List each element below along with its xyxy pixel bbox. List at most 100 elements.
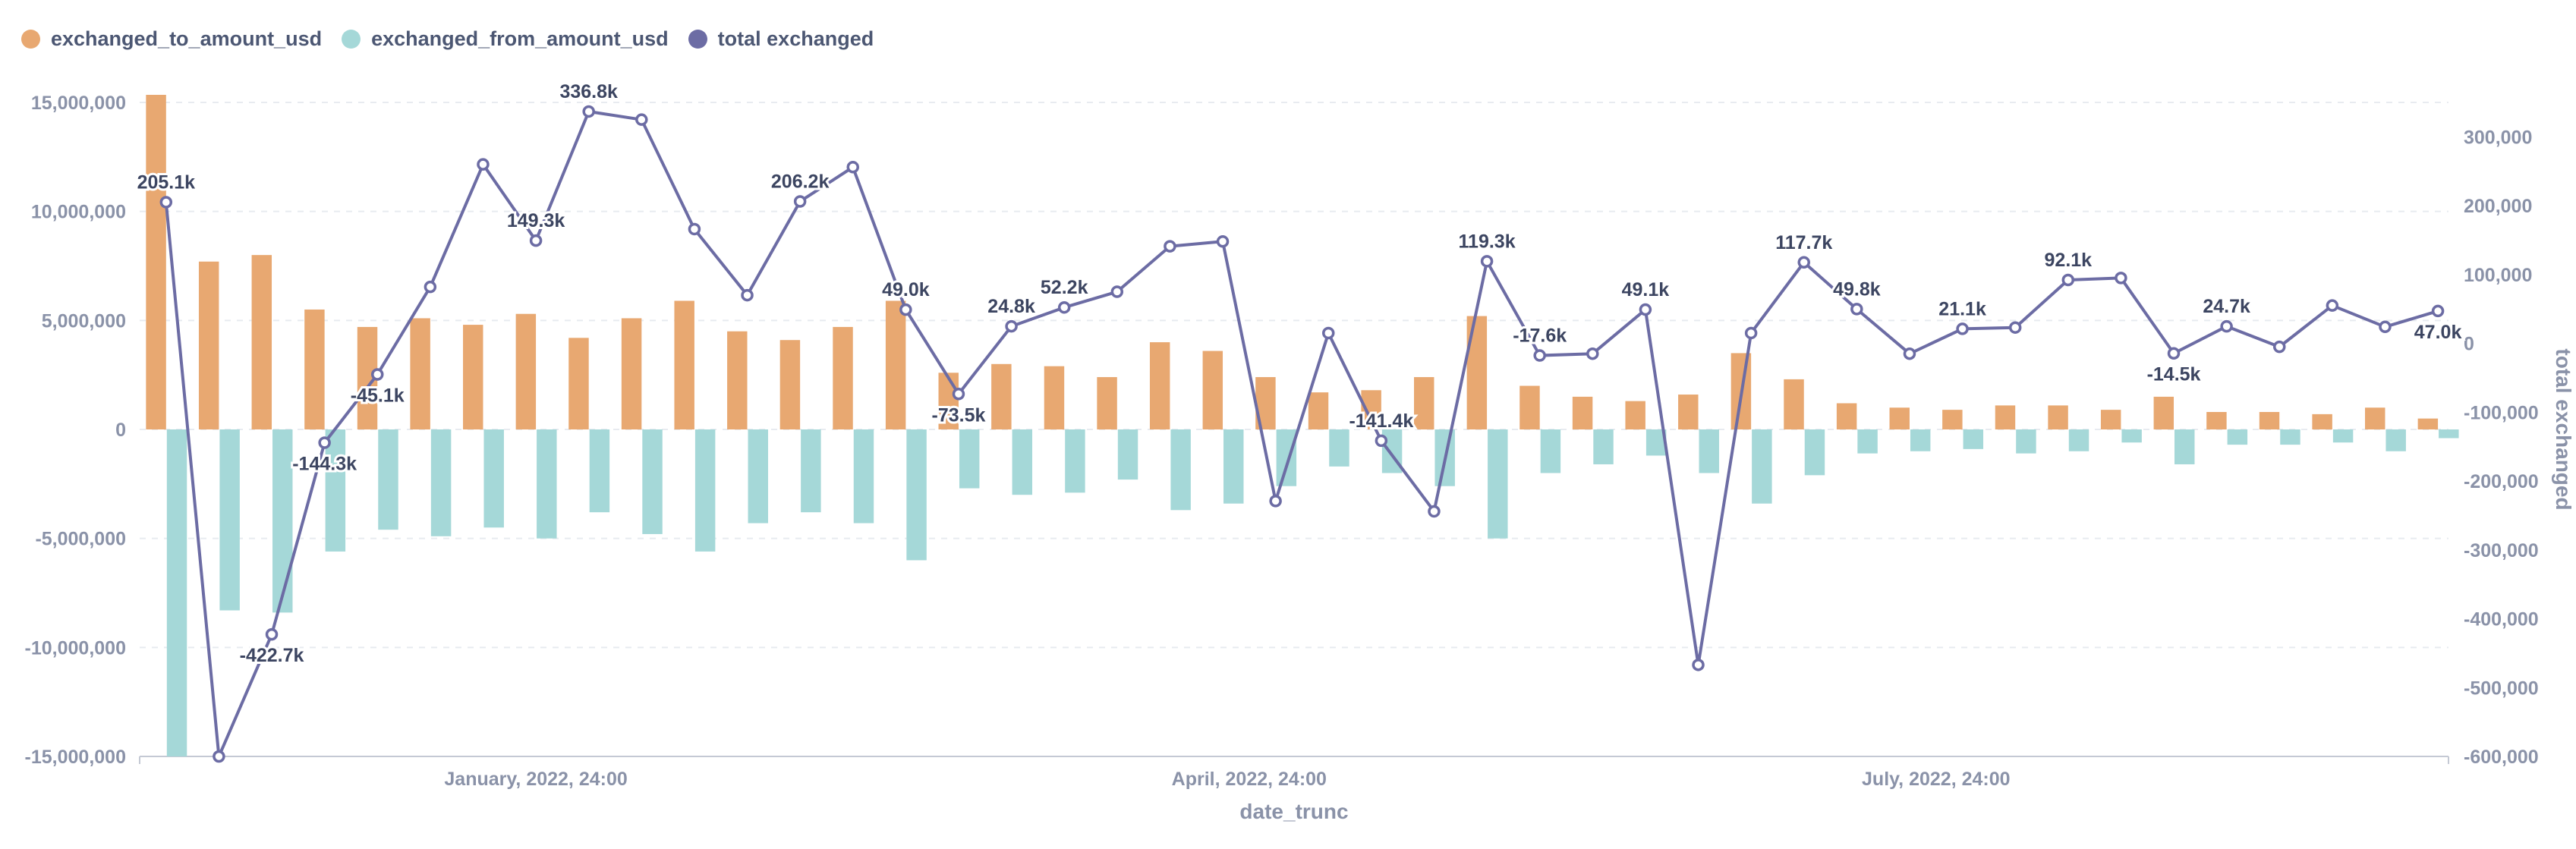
line-point-total-exchanged[interactable] (159, 196, 173, 209)
bar-exchanged-to-amount[interactable] (2153, 396, 2174, 429)
bar-exchanged-to-amount[interactable] (1044, 366, 1065, 429)
bar-exchanged-to-amount[interactable] (833, 326, 853, 429)
bar-exchanged-from-amount[interactable] (1593, 429, 1614, 464)
bar-exchanged-from-amount[interactable] (2227, 429, 2248, 445)
bar-exchanged-from-amount[interactable] (2016, 429, 2036, 454)
bar-exchanged-to-amount[interactable] (1097, 377, 1117, 429)
bar-exchanged-from-amount[interactable] (1857, 429, 1878, 454)
bar-exchanged-from-amount[interactable] (1170, 429, 1191, 511)
line-point-total-exchanged[interactable] (2272, 340, 2286, 354)
bar-exchanged-to-amount[interactable] (1625, 401, 1645, 429)
bar-exchanged-from-amount[interactable] (906, 429, 927, 561)
bar-exchanged-to-amount[interactable] (1836, 403, 1857, 429)
bar-exchanged-from-amount[interactable] (1223, 429, 1244, 504)
line-point-total-exchanged[interactable] (318, 436, 331, 449)
bar-exchanged-from-amount[interactable] (1804, 429, 1825, 476)
bar-exchanged-to-amount[interactable] (1889, 407, 1910, 429)
bar-exchanged-to-amount[interactable] (1942, 410, 1963, 429)
bar-exchanged-to-amount[interactable] (779, 340, 801, 429)
bar-exchanged-from-amount[interactable] (694, 429, 716, 552)
bar-exchanged-to-amount[interactable] (1308, 392, 1329, 429)
bar-exchanged-from-amount[interactable] (642, 429, 663, 534)
bar-exchanged-to-amount[interactable] (1149, 342, 1170, 429)
line-point-total-exchanged[interactable] (1269, 495, 1282, 508)
bar-exchanged-from-amount[interactable] (1699, 429, 1719, 473)
bar-exchanged-from-amount[interactable] (959, 429, 980, 489)
line-point-total-exchanged[interactable] (1321, 326, 1335, 340)
line-point-total-exchanged[interactable] (529, 234, 543, 247)
line-point-total-exchanged[interactable] (688, 222, 701, 236)
bar-exchanged-from-amount[interactable] (1752, 429, 1772, 504)
line-point-total-exchanged[interactable] (2431, 304, 2445, 318)
bar-exchanged-to-amount[interactable] (1572, 396, 1593, 429)
line-point-total-exchanged[interactable] (2220, 319, 2233, 333)
bar-exchanged-to-amount[interactable] (304, 309, 325, 429)
line-point-total-exchanged[interactable] (1639, 303, 1652, 316)
line-point-total-exchanged[interactable] (2061, 273, 2075, 287)
bar-exchanged-to-amount[interactable] (515, 313, 537, 429)
bar-exchanged-from-amount[interactable] (2385, 429, 2406, 451)
bar-exchanged-to-amount[interactable] (2312, 413, 2332, 429)
bar-exchanged-to-amount[interactable] (1414, 377, 1434, 429)
line-point-total-exchanged[interactable] (793, 195, 807, 208)
line-point-total-exchanged[interactable] (741, 288, 754, 302)
line-point-total-exchanged[interactable] (1797, 256, 1810, 269)
bar-exchanged-to-amount[interactable] (1995, 405, 2016, 429)
bar-exchanged-from-amount[interactable] (1276, 429, 1297, 486)
bar-exchanged-from-amount[interactable] (1117, 429, 1138, 480)
bar-exchanged-to-amount[interactable] (2259, 412, 2280, 429)
bar-exchanged-from-amount[interactable] (2174, 429, 2195, 464)
bar-exchanged-from-amount[interactable] (430, 429, 452, 536)
bar-exchanged-to-amount[interactable] (1784, 379, 1804, 429)
bar-exchanged-from-amount[interactable] (272, 429, 293, 613)
bar-exchanged-from-amount[interactable] (219, 429, 240, 611)
bar-exchanged-from-amount[interactable] (2439, 429, 2459, 439)
bar-exchanged-from-amount[interactable] (1329, 429, 1349, 467)
bar-exchanged-to-amount[interactable] (1678, 395, 1699, 429)
line-point-total-exchanged[interactable] (2008, 321, 2022, 334)
line-point-total-exchanged[interactable] (2167, 347, 2181, 360)
bar-exchanged-to-amount[interactable] (1202, 351, 1223, 429)
line-point-total-exchanged[interactable] (1005, 319, 1018, 333)
bar-exchanged-to-amount[interactable] (727, 331, 748, 429)
line-point-total-exchanged[interactable] (265, 627, 279, 641)
bar-exchanged-to-amount[interactable] (621, 318, 642, 429)
bar-exchanged-to-amount[interactable] (251, 255, 272, 429)
line-point-total-exchanged[interactable] (1057, 300, 1071, 314)
line-point-total-exchanged[interactable] (1586, 347, 1599, 360)
line-point-total-exchanged[interactable] (1164, 240, 1176, 253)
line-point-total-exchanged[interactable] (582, 105, 595, 118)
line-point-total-exchanged[interactable] (477, 158, 490, 171)
line-point-total-exchanged[interactable] (635, 113, 648, 126)
line-point-total-exchanged[interactable] (1850, 303, 1863, 316)
bar-exchanged-to-amount[interactable] (2365, 407, 2385, 429)
bar-exchanged-from-amount[interactable] (801, 429, 821, 513)
bar-exchanged-from-amount[interactable] (1488, 429, 1508, 539)
line-point-total-exchanged[interactable] (952, 388, 965, 401)
bar-exchanged-to-amount[interactable] (146, 95, 166, 429)
bar-exchanged-from-amount[interactable] (748, 429, 768, 524)
line-point-total-exchanged[interactable] (846, 161, 859, 174)
bar-exchanged-to-amount[interactable] (1466, 316, 1488, 429)
bar-exchanged-from-amount[interactable] (325, 429, 346, 552)
legend-item-total-exchanged[interactable]: total exchanged (688, 27, 874, 51)
bar-exchanged-from-amount[interactable] (2280, 429, 2300, 445)
line-point-total-exchanged[interactable] (2379, 320, 2392, 334)
bar-exchanged-to-amount[interactable] (2417, 418, 2439, 429)
bar-exchanged-to-amount[interactable] (198, 261, 219, 429)
line-point-total-exchanged[interactable] (1110, 285, 1124, 298)
bar-exchanged-to-amount[interactable] (674, 300, 694, 429)
legend-item-exchanged-to-amount-usd[interactable]: exchanged_to_amount_usd (21, 27, 322, 51)
bar-exchanged-to-amount[interactable] (568, 338, 589, 429)
bar-exchanged-to-amount[interactable] (463, 325, 483, 429)
bar-exchanged-to-amount[interactable] (2206, 412, 2227, 429)
bar-exchanged-to-amount[interactable] (991, 363, 1012, 429)
line-point-total-exchanged[interactable] (1375, 434, 1388, 448)
line-point-total-exchanged[interactable] (1692, 659, 1705, 671)
bar-exchanged-from-amount[interactable] (537, 429, 557, 539)
bar-exchanged-to-amount[interactable] (2048, 405, 2068, 429)
bar-exchanged-from-amount[interactable] (2332, 429, 2354, 443)
bar-exchanged-to-amount[interactable] (938, 373, 959, 429)
bar-exchanged-to-amount[interactable] (410, 318, 430, 429)
line-point-total-exchanged[interactable] (1428, 505, 1441, 518)
